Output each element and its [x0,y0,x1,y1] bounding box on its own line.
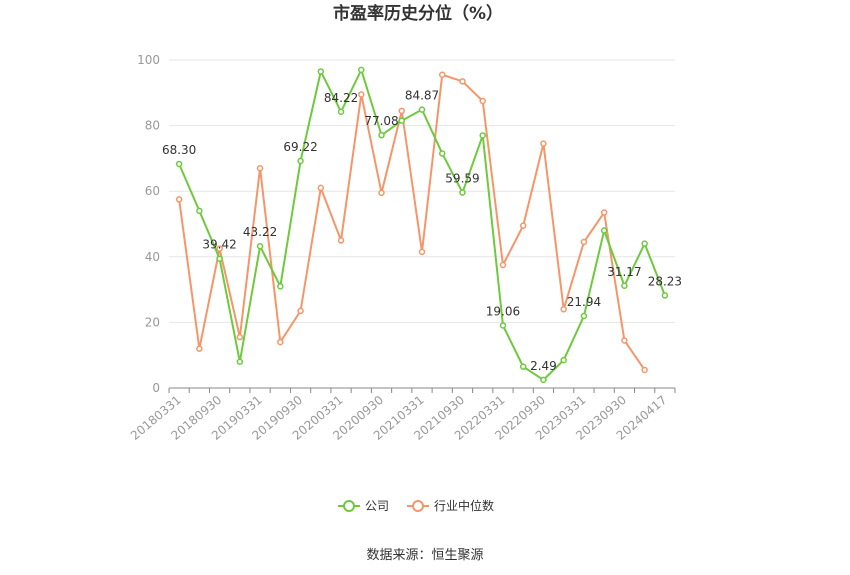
data-point [641,240,648,247]
data-point [580,238,588,246]
data-point [236,358,244,366]
data-point [519,222,527,229]
y-tick-label: 20 [145,315,160,329]
data-point [621,282,628,290]
data-point [236,333,244,341]
y-tick-label: 80 [145,119,160,133]
data-point [560,306,567,313]
data-point [499,322,507,329]
data-point [297,307,304,315]
data-point [438,71,446,79]
data-point [196,207,203,215]
data-point [317,184,325,192]
legend[interactable]: 公司 行业中位数 [338,498,494,513]
data-label: 84.87 [405,89,439,103]
data-point [277,283,284,290]
data-point [580,312,588,320]
data-point [459,189,466,196]
data-point [378,131,385,139]
chart-title: 市盈率历史分位（%） [333,3,503,24]
data-point [621,337,628,344]
data-label: 39.42 [202,238,236,252]
data-point [358,91,365,98]
data-label: 43.22 [243,225,277,239]
legend-marker [412,500,424,512]
data-point [600,227,608,234]
data-label: 28.23 [648,274,682,288]
data-point [418,248,426,256]
data-point [459,78,466,85]
data-point [540,140,547,147]
data-label: 77.08 [364,114,398,128]
data-point [175,196,183,203]
data-point [337,108,345,116]
y-tick-label: 40 [145,250,160,264]
legend-label: 行业中位数 [434,498,494,513]
data-point [418,106,426,113]
data-labels: 68.30 39.42 43.22 69.22 84.22 77.08 84.87 59.59… [162,89,682,373]
data-label: 59.59 [445,172,479,186]
grid [169,59,675,323]
data-point [519,363,527,370]
data-point [560,356,567,364]
data-label: 84.22 [324,91,358,105]
data-label: 2.49 [530,359,557,373]
data-point [499,261,507,269]
data-point [641,366,648,374]
data-label: 69.22 [283,140,317,154]
data-label: 68.30 [162,143,196,157]
data-point [256,164,264,172]
data-point [256,242,264,250]
data-point [438,150,446,157]
data-source: 数据来源：恒生聚源 [366,548,483,563]
data-point [600,209,608,216]
data-point [337,237,345,244]
data-point [297,157,304,165]
legend-label: 公司 [365,499,389,513]
data-label: 31.17 [607,265,641,279]
data-point [479,97,486,105]
data-label: 19.06 [486,304,520,318]
y-tick-label: 100 [137,53,160,67]
data-point [358,66,365,74]
data-point [378,189,385,197]
data-point [175,160,183,168]
legend-item-0[interactable]: 公司 [338,499,389,513]
data-point [317,68,325,75]
legend-marker [343,500,355,512]
y-axis: 0 20 40 60 80 100 [137,53,160,395]
series-0 [175,66,669,384]
data-point [277,338,284,346]
data-point [398,117,406,124]
data-point [661,292,669,299]
y-tick-label: 60 [145,184,160,198]
data-point [479,132,486,139]
series-group [175,66,669,384]
data-point [540,376,547,384]
series-line [178,73,646,371]
series-1 [175,71,648,374]
data-point [216,255,223,262]
data-point [398,107,406,115]
x-axis: 2018033120180930201903312019093020200331… [128,387,676,443]
legend-item-1[interactable]: 行业中位数 [407,498,494,513]
data-point [196,345,203,352]
data-label: 21.94 [567,295,601,309]
y-tick-label: 0 [152,381,160,395]
data-point [216,245,223,252]
